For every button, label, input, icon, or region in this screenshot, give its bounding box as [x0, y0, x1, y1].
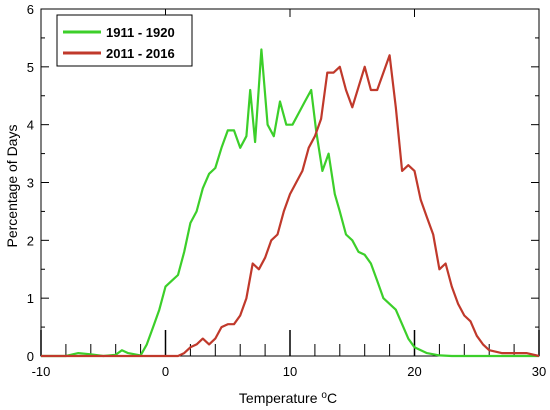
legend-label-series-1: 1911 - 1920 — [106, 25, 175, 40]
legend-box — [56, 14, 193, 67]
x-axis-label-text: Temperature — [239, 390, 318, 406]
y-tick-label: 3 — [27, 176, 34, 191]
x-tick-label: 0 — [162, 364, 169, 379]
y-tick-label: 1 — [27, 291, 34, 306]
x-tick-label: 30 — [532, 364, 546, 379]
x-tick-label: 10 — [283, 364, 297, 379]
y-tick-label: 6 — [27, 2, 34, 17]
series-line-2 — [41, 54, 540, 358]
x-tick-label: -10 — [32, 364, 51, 379]
legend-label-series-2: 2011 - 2016 — [106, 46, 175, 61]
y-tick-label: 0 — [27, 349, 34, 364]
y-axis-label: Percentage of Days — [4, 125, 20, 248]
y-tick-label: 5 — [27, 60, 34, 75]
series-layer — [41, 48, 540, 358]
y-tick-label: 2 — [27, 233, 34, 248]
x-axis-label: Temperature oC — [239, 390, 337, 406]
axes — [40, 8, 540, 357]
x-axis-unit-letter: C — [327, 390, 337, 406]
x-tick-label: 20 — [407, 364, 421, 379]
x-axis-unit-degree: o — [321, 390, 327, 401]
y-tick-label: 4 — [27, 118, 34, 133]
legend: 1911 - 1920 2011 - 2016 — [56, 14, 193, 67]
series-line-1 — [41, 48, 539, 358]
